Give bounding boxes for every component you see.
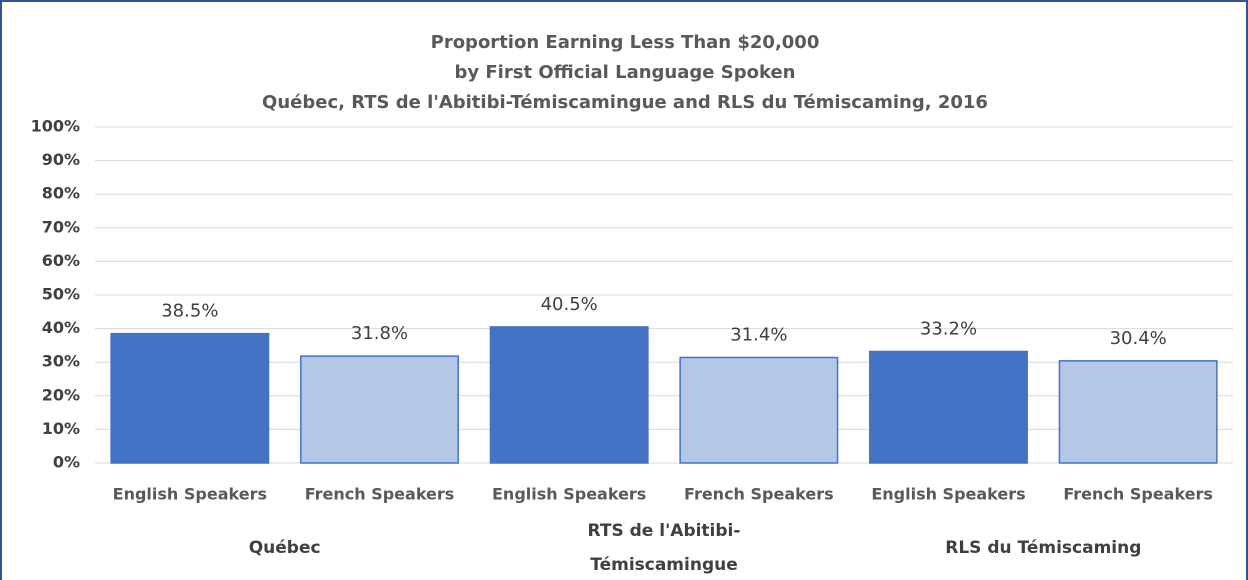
value-label: 31.8%	[351, 323, 408, 344]
x-tick-label: French Speakers	[684, 485, 834, 504]
y-tick-label: 40%	[42, 318, 80, 337]
x-tick-label: French Speakers	[1063, 485, 1213, 504]
bar	[869, 350, 1028, 464]
y-tick-label: 0%	[53, 453, 80, 472]
value-label: 33.2%	[920, 318, 977, 339]
y-tick-label: 70%	[42, 217, 80, 236]
value-label: 38.5%	[161, 301, 218, 322]
y-tick-label: 100%	[31, 117, 80, 136]
group-label: RLS du Témiscaming	[945, 538, 1142, 558]
y-tick-label: 90%	[42, 150, 80, 169]
y-tick-label: 50%	[42, 285, 80, 304]
bar	[679, 356, 839, 464]
bar	[300, 355, 459, 464]
value-label: 31.4%	[730, 324, 787, 345]
chart-title: Québec, RTS de l'Abitibi-Témiscamingue a…	[262, 92, 988, 113]
x-tick-label: French Speakers	[305, 485, 455, 504]
y-tick-label: 20%	[42, 385, 80, 404]
bar	[110, 332, 270, 464]
value-label: 40.5%	[541, 294, 598, 315]
y-tick-label: 30%	[42, 352, 80, 371]
chart-title: by First Official Language Spoken	[455, 62, 796, 83]
group-label: Québec	[248, 538, 321, 558]
bar	[1058, 360, 1218, 464]
y-tick-label: 60%	[42, 251, 80, 270]
value-label: 30.4%	[1110, 328, 1167, 349]
y-tick-label: 10%	[42, 419, 80, 438]
x-tick-label: English Speakers	[492, 485, 646, 504]
group-label: RTS de l'Abitibi-Témiscamingue	[587, 521, 741, 575]
bar	[489, 326, 649, 464]
x-tick-label: English Speakers	[871, 485, 1025, 504]
y-tick-label: 80%	[42, 184, 80, 203]
x-tick-label: English Speakers	[113, 485, 267, 504]
chart-title: Proportion Earning Less Than $20,000	[431, 32, 820, 53]
